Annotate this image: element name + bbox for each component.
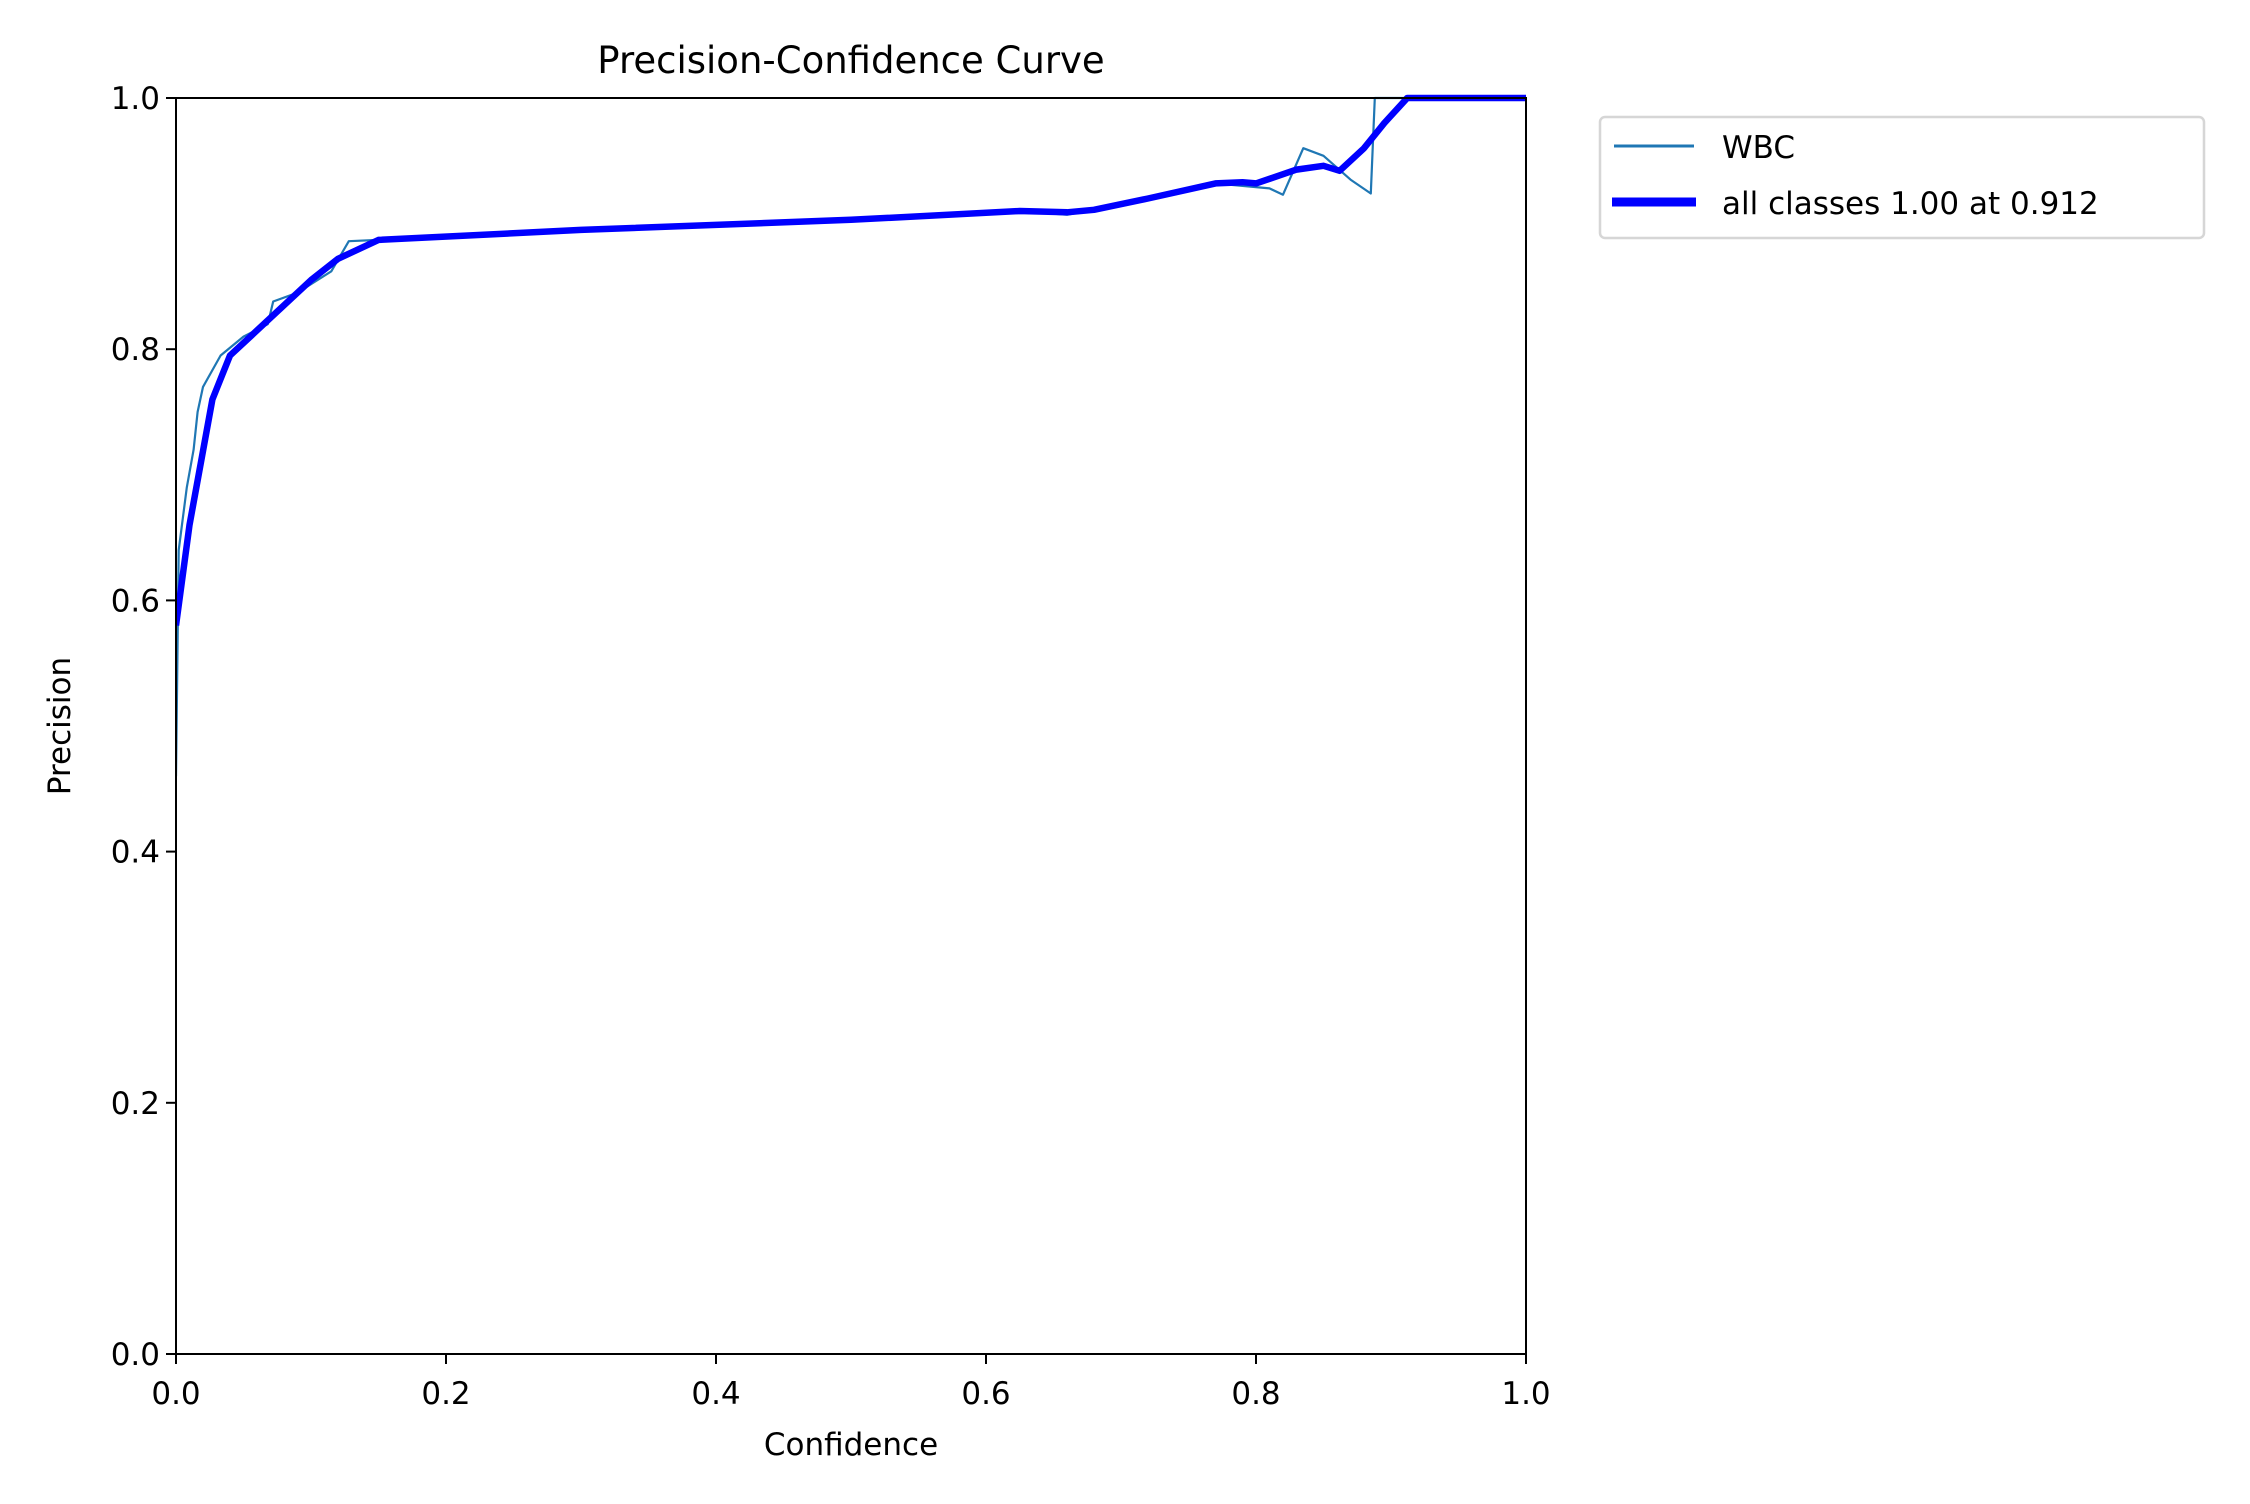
y-tick-label: 0.8 (111, 332, 160, 368)
y-tick-label: 1.0 (111, 81, 160, 117)
series-line-0 (176, 96, 1526, 777)
x-axis-label: Confidence (764, 1427, 938, 1463)
axes-frame (175, 97, 1527, 1355)
legend-label-wbc: WBC (1722, 130, 1795, 166)
legend: WBC all classes 1.00 at 0.912 (1598, 115, 2206, 240)
x-tick-label: 0.0 (151, 1376, 200, 1412)
plot-area (175, 94, 1527, 1355)
x-tick-label: 0.4 (691, 1376, 740, 1412)
y-axis-label: Precision (42, 657, 78, 795)
chart-title: Precision-Confidence Curve (597, 39, 1104, 82)
legend-frame (1598, 115, 2206, 240)
y-tick-label: 0.6 (111, 583, 160, 619)
y-tick-label: 0.2 (111, 1086, 160, 1122)
x-tick-label: 0.2 (421, 1376, 470, 1412)
x-tick-label: 0.8 (1231, 1376, 1280, 1412)
series-line-1 (176, 94, 1526, 626)
y-tick-label: 0.4 (111, 835, 160, 871)
axis-ticks: 0.0 0.2 0.4 0.6 0.8 1.0 0.0 0.2 0.4 0.6 0.8 1.0 (111, 81, 1551, 1412)
x-tick-label: 0.6 (961, 1376, 1010, 1412)
y-tick-label: 0.0 (111, 1337, 160, 1373)
x-tick-label: 1.0 (1501, 1376, 1550, 1412)
legend-label-all-classes: all classes 1.00 at 0.912 (1722, 186, 2099, 222)
